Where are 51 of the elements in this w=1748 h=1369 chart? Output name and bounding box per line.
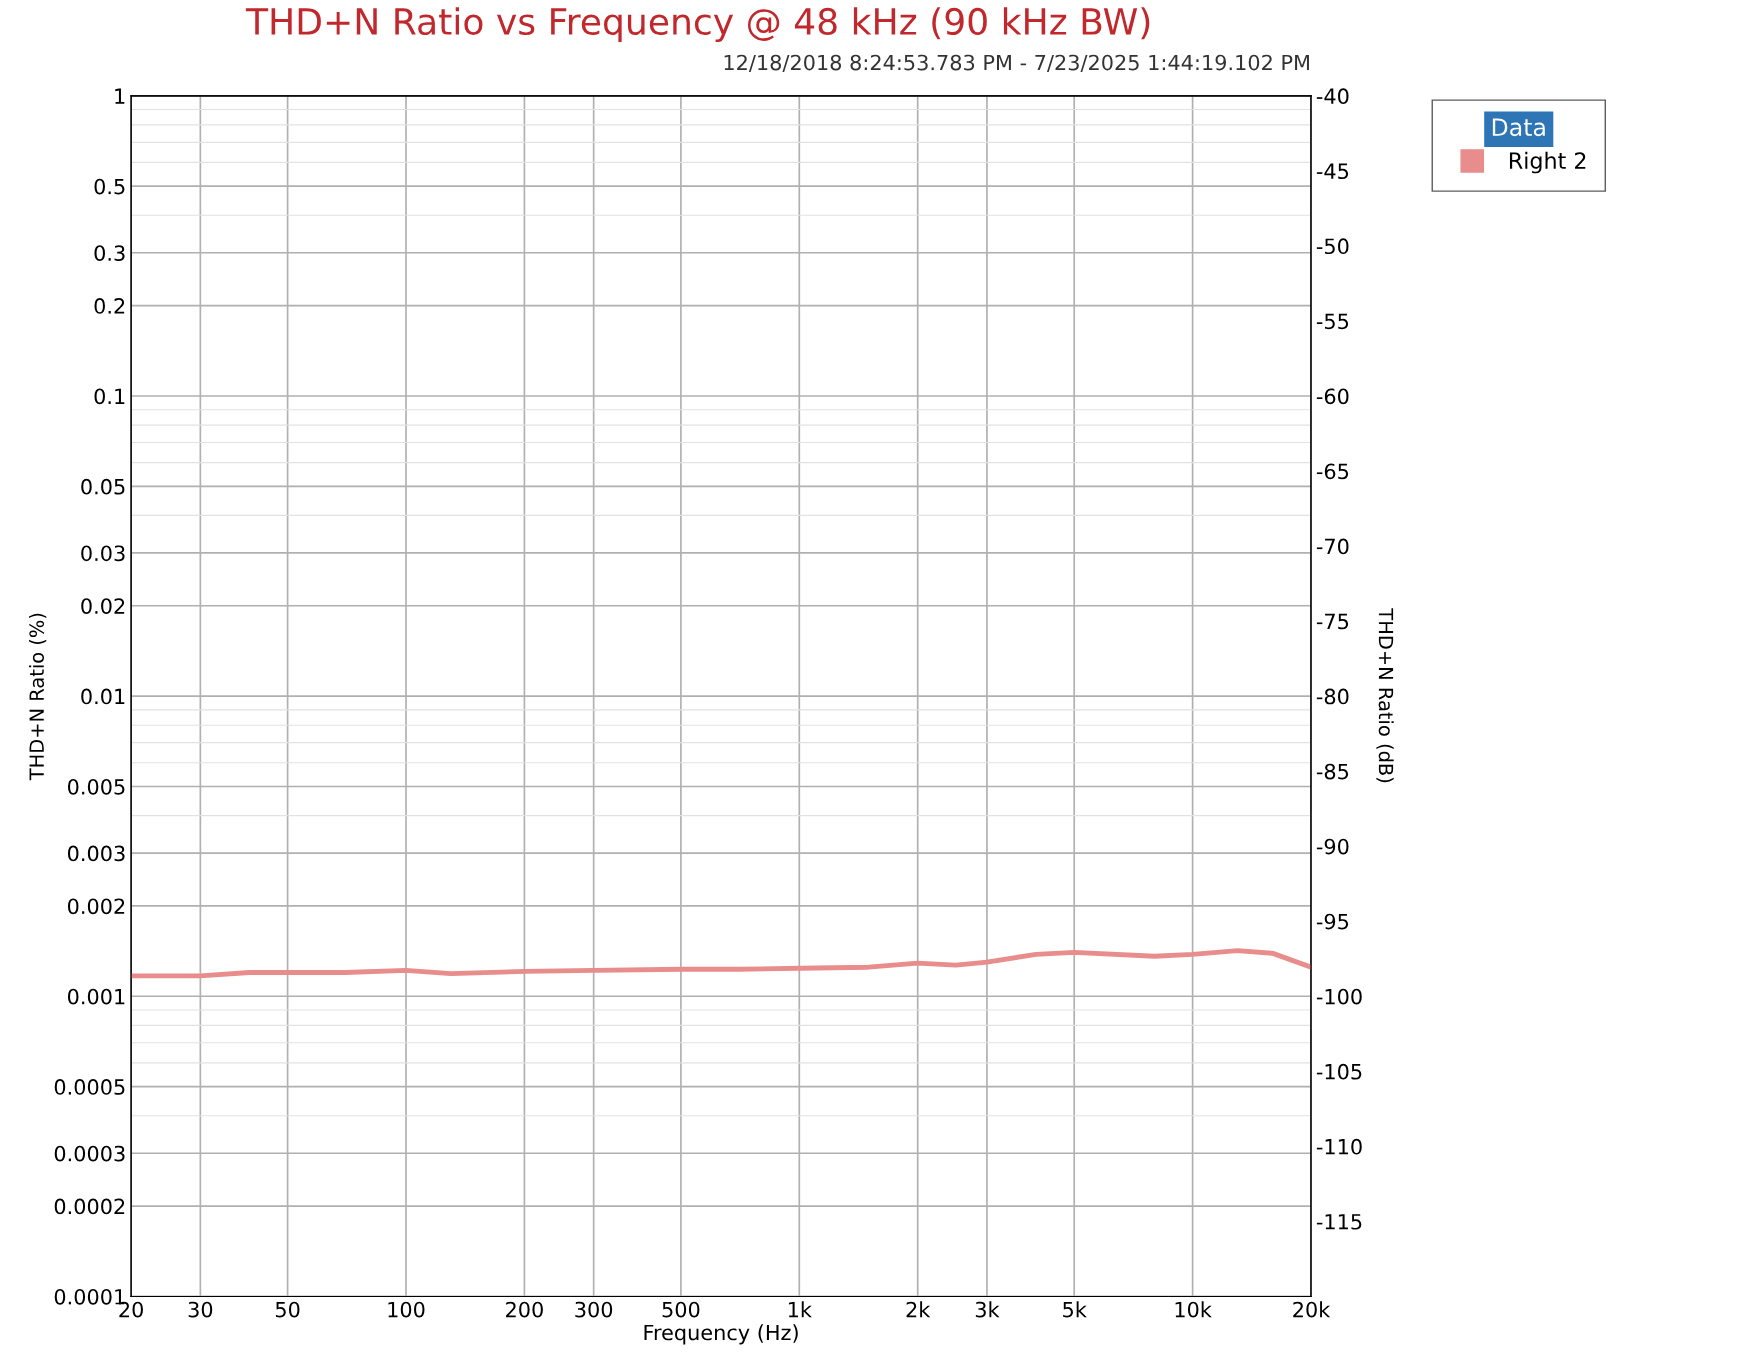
y2-tick-label: -75 bbox=[1316, 613, 1349, 630]
x-tick-label: 30 bbox=[188, 1301, 213, 1318]
y2-tick-label: -70 bbox=[1316, 538, 1349, 555]
y2-tick-label: -55 bbox=[1316, 313, 1349, 330]
y2-tick-label: -40 bbox=[1316, 88, 1349, 105]
y-tick-label: 0.002 bbox=[67, 898, 125, 915]
y2-tick-label: -100 bbox=[1316, 988, 1362, 1005]
y-tick-label: 0.3 bbox=[94, 245, 125, 261]
y2-tick-label: -65 bbox=[1316, 463, 1349, 480]
x-tick-label: 5k bbox=[1063, 1301, 1087, 1318]
x-tick-label: 1k bbox=[788, 1301, 812, 1318]
x-tick-label: 300 bbox=[575, 1301, 613, 1318]
y-tick-label: 0.2 bbox=[94, 298, 125, 314]
x-tick-label: 10k bbox=[1175, 1301, 1212, 1318]
y2-tick-label: -90 bbox=[1316, 838, 1349, 855]
y2-tick-label: -115 bbox=[1316, 1214, 1362, 1230]
x-tick-label: 200 bbox=[506, 1301, 543, 1318]
y-tick-label: 0.5 bbox=[94, 178, 125, 195]
chart-subtitle: 12/18/2018 8:24:53.783 PM - 7/23/2025 1:44:19.102 PM bbox=[724, 54, 1309, 73]
y2-axis-title: THD+N Ratio (dB) bbox=[1376, 608, 1394, 783]
legend-title: Data bbox=[1492, 118, 1545, 137]
y2-tick-label: -80 bbox=[1316, 688, 1349, 705]
legend-label: Right 2 bbox=[1509, 151, 1586, 174]
y-tick-label: 0.0005 bbox=[54, 1079, 125, 1095]
x-tick-label: 2k bbox=[906, 1301, 931, 1318]
y-tick-label: 0.02 bbox=[81, 598, 125, 614]
x-tick-label: 500 bbox=[662, 1301, 700, 1318]
x-tick-label: 3k bbox=[975, 1301, 1000, 1318]
y-tick-label: 0.05 bbox=[81, 478, 125, 495]
y-tick-label: 0.0003 bbox=[54, 1145, 125, 1162]
y-tick-label: 0.0002 bbox=[54, 1198, 125, 1215]
y-tick-label: 0.03 bbox=[81, 545, 125, 562]
y-axis-title: THD+N Ratio (%) bbox=[28, 613, 47, 781]
y-tick-label: 0.005 bbox=[67, 778, 125, 795]
y2-tick-label: -85 bbox=[1316, 763, 1349, 780]
y2-tick-label: -60 bbox=[1316, 388, 1349, 405]
x-tick-label: 100 bbox=[388, 1301, 425, 1318]
x-tick-label: 50 bbox=[275, 1301, 300, 1318]
y2-tick-label: -105 bbox=[1316, 1063, 1362, 1080]
y2-tick-label: -95 bbox=[1316, 913, 1349, 930]
y-tick-label: 0.003 bbox=[67, 845, 125, 862]
y2-tick-label: -110 bbox=[1316, 1138, 1362, 1155]
y-tick-label: 0.1 bbox=[94, 388, 125, 405]
y-tick-label: 0.01 bbox=[81, 688, 125, 705]
x-axis-title: Frequency (Hz) bbox=[644, 1324, 798, 1345]
y2-tick-label: -50 bbox=[1316, 238, 1349, 255]
chart-title: THD+N Ratio vs Frequency @ 48 kHz (90 kHz BW) bbox=[245, 7, 1150, 43]
y-tick-label: 1 bbox=[115, 88, 125, 104]
x-tick-label: 20k bbox=[1293, 1301, 1331, 1318]
y-tick-label: 0.001 bbox=[67, 988, 125, 1005]
y2-tick-label: -45 bbox=[1316, 163, 1349, 180]
